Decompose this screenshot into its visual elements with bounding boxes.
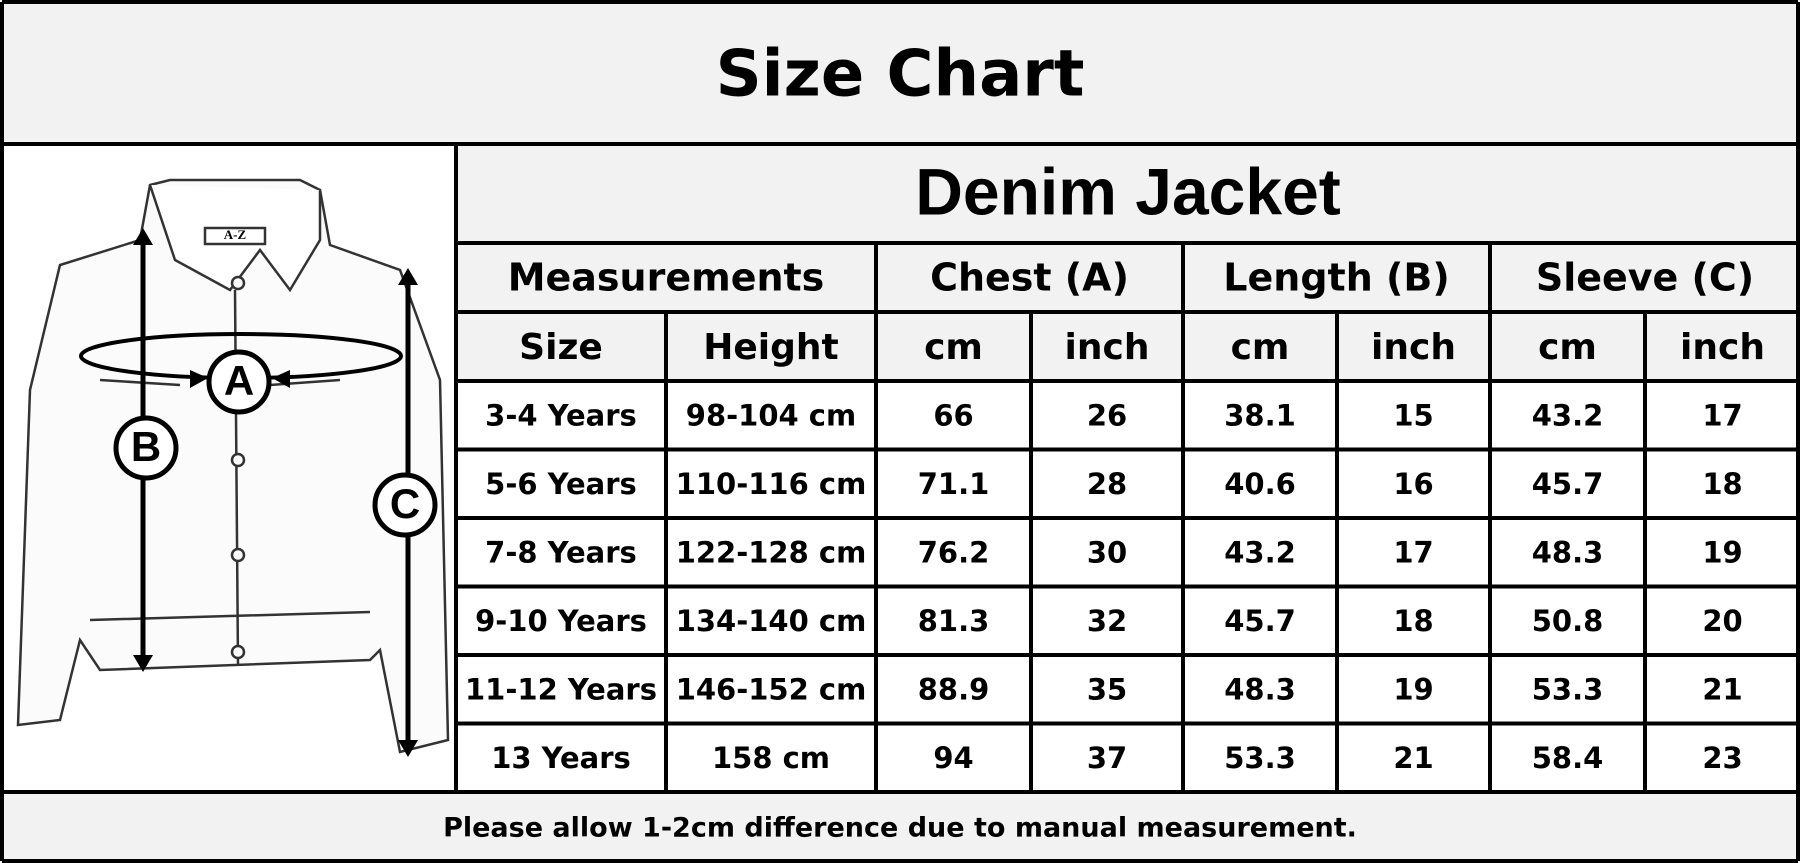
- cell: 16: [1393, 467, 1433, 501]
- cell: 146-152 cm: [676, 672, 867, 706]
- cell: 19: [1393, 672, 1433, 706]
- cell: 50.8: [1532, 604, 1604, 638]
- column-header: cm: [924, 327, 983, 368]
- cell: 76.2: [918, 535, 990, 569]
- cell: 94: [933, 741, 973, 775]
- column-header: inch: [1680, 327, 1765, 368]
- group-header: Length (B): [1223, 256, 1449, 300]
- footer-note: Please allow 1-2cm difference due to man…: [443, 813, 1357, 844]
- cell: 53.3: [1224, 741, 1296, 775]
- cell: 17: [1393, 535, 1433, 569]
- cell: 30: [1087, 535, 1127, 569]
- cell: 17: [1702, 398, 1742, 432]
- group-header: Sleeve (C): [1536, 256, 1754, 300]
- cell: 88.9: [918, 672, 990, 706]
- cell: 28: [1087, 467, 1127, 501]
- label-circles: A B C: [113, 349, 438, 538]
- cell: 58.4: [1532, 741, 1604, 775]
- cell: 37: [1087, 741, 1127, 775]
- cell: 43.2: [1224, 535, 1296, 569]
- diagram-label: B: [131, 423, 161, 470]
- cell: 40.6: [1224, 467, 1296, 501]
- cell: 26: [1087, 398, 1127, 432]
- size-table: Measurements Chest (A) Length (B) Sleeve (C…: [465, 256, 1765, 775]
- cell: 158 cm: [712, 741, 830, 775]
- label-circle: [113, 415, 179, 481]
- column-header: cm: [1538, 327, 1597, 368]
- column-header: Size: [519, 327, 603, 368]
- cell: 7-8 Years: [485, 535, 637, 569]
- product-title: Denim Jacket: [915, 154, 1341, 228]
- cell: 53.3: [1532, 672, 1604, 706]
- cell: 134-140 cm: [676, 604, 867, 638]
- cell: 19: [1702, 535, 1742, 569]
- cell: 21: [1702, 672, 1742, 706]
- column-header: inch: [1371, 327, 1456, 368]
- cell: 21: [1393, 741, 1433, 775]
- cell: 5-6 Years: [485, 467, 637, 501]
- label-circle: [372, 472, 438, 538]
- cell: 45.7: [1224, 604, 1296, 638]
- arrow-heads: [133, 228, 418, 757]
- page-title: Size Chart: [716, 38, 1085, 112]
- cell: 20: [1702, 604, 1742, 638]
- cell: 15: [1393, 398, 1433, 432]
- column-header: cm: [1231, 327, 1290, 368]
- cell: 18: [1702, 467, 1742, 501]
- cell: 45.7: [1532, 467, 1604, 501]
- cell: 23: [1702, 741, 1742, 775]
- cell: 71.1: [918, 467, 990, 501]
- cell: 48.3: [1224, 672, 1296, 706]
- brand-logo: A-Z: [224, 227, 247, 242]
- group-header: Chest (A): [930, 256, 1129, 300]
- cell: 9-10 Years: [475, 604, 647, 638]
- column-header: inch: [1065, 327, 1150, 368]
- cell: 3-4 Years: [485, 398, 637, 432]
- diagram-label: C: [390, 480, 420, 527]
- column-header: Height: [703, 327, 839, 368]
- cell: 81.3: [918, 604, 990, 638]
- cell: 110-116 cm: [676, 467, 867, 501]
- diagram-label: A: [224, 357, 254, 404]
- label-circle: [206, 349, 272, 415]
- cell: 122-128 cm: [676, 535, 867, 569]
- group-header: Measurements: [508, 256, 825, 300]
- cell: 32: [1087, 604, 1127, 638]
- cell: 43.2: [1532, 398, 1604, 432]
- cell: 35: [1087, 672, 1127, 706]
- jacket-sketch: [16, 178, 450, 754]
- cell: 38.1: [1224, 398, 1296, 432]
- cell: 11-12 Years: [465, 672, 657, 706]
- cell: 98-104 cm: [686, 398, 856, 432]
- cell: 18: [1393, 604, 1433, 638]
- cell: 13 Years: [491, 741, 631, 775]
- cell: 48.3: [1532, 535, 1604, 569]
- cell: 66: [933, 398, 973, 432]
